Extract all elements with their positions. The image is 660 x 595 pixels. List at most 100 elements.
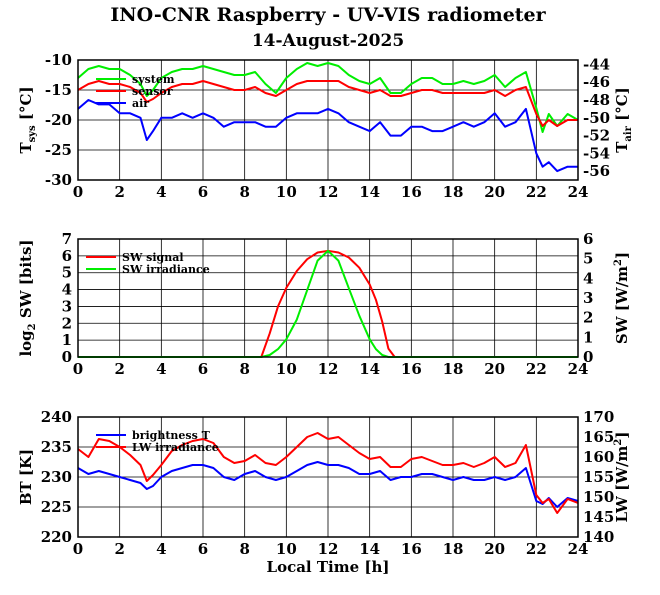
y2-tick-label: 4 [583,269,593,287]
y-tick-label: -15 [45,81,72,99]
y2-tick-label: 2 [583,309,593,327]
plot-frame [77,416,579,538]
x-tick-label: 8 [239,360,249,378]
y2-tick-label: -44 [583,55,610,73]
series-line-2 [77,432,579,514]
x-tick-label: 4 [156,183,166,201]
legend: brightness TLW irradiance [96,429,219,454]
y2-axis-label: Tair [°C] [613,87,634,153]
y2-tick-label: 155 [583,468,614,486]
series-line-3 [77,99,578,173]
y-tick-label: 7 [62,230,72,248]
x-tick-label: 0 [73,360,83,378]
legend-label: brightness T [132,429,211,442]
x-tick-label: 24 [568,183,589,201]
y2-tick-label: -56 [583,162,610,180]
y2-tick-label: 140 [583,528,614,546]
x-tick-label: 20 [484,183,505,201]
y-tick-label: 0 [62,348,72,366]
x-tick-label: 18 [443,360,464,378]
y-tick-label: 2 [62,314,72,332]
y2-tick-label: 0 [583,348,593,366]
y2-tick-label: 150 [583,488,614,506]
series-line-1 [77,461,579,508]
legend-label: sensor [132,85,173,98]
y-tick-label: -20 [45,111,72,129]
x-tick-label: 10 [276,540,297,558]
x-tick-label: 16 [401,540,422,558]
x-tick-label: 2 [114,183,124,201]
y-tick-label: -30 [45,171,72,189]
x-tick-label: 14 [359,183,380,201]
y2-tick-label: -48 [583,91,610,109]
x-tick-label: 4 [156,540,166,558]
x-tick-label: 22 [526,183,547,201]
x-tick-label: 10 [276,360,297,378]
chart-panel-2: 0 2 4 6 8 10 12 14 16 18 20 22 24012345670123456log2… [17,230,631,378]
x-tick-label: 22 [526,540,547,558]
x-tick-label: 6 [198,540,208,558]
y2-tick-label: 160 [583,448,614,466]
series-line-2 [77,80,578,127]
series-line-1 [78,249,578,358]
x-tick-label: 0 [73,540,83,558]
y-tick-label: 4 [62,281,72,299]
x-tick-label: 14 [359,540,380,558]
x-tick-label: 8 [239,540,249,558]
x-tick-label: 8 [239,183,249,201]
plot-frame [77,238,579,358]
y2-tick-label: -54 [583,144,610,162]
x-axis-label: Local Time [h] [267,558,390,576]
y2-tick-label: 3 [583,289,593,307]
y-tick-label: 225 [41,498,72,516]
legend-label: LW irradiance [132,441,219,454]
legend-label: SW irradiance [122,263,210,276]
y2-tick-label: 5 [583,250,593,268]
y-tick-label: 3 [62,297,72,315]
y-tick-label: 240 [41,408,72,426]
x-tick-label: 18 [443,183,464,201]
chart-panel-1: 0 2 4 6 8 10 12 14 16 18 20 22 24-30-25-20-15-10-56-… [17,51,634,201]
y-tick-label: 1 [62,331,72,349]
x-tick-label: 2 [114,540,124,558]
x-tick-label: 12 [318,183,339,201]
y2-tick-label: 165 [583,428,614,446]
x-tick-label: 2 [114,360,124,378]
y-tick-label: 6 [62,247,72,265]
y2-tick-label: 1 [583,328,593,346]
y-axis-label: Tsys [°C] [17,86,38,153]
x-tick-label: 0 [73,183,83,201]
x-tick-label: 4 [156,360,166,378]
x-tick-label: 6 [198,183,208,201]
x-tick-label: 22 [526,360,547,378]
y2-tick-label: -50 [583,109,610,127]
x-tick-label: 16 [401,360,422,378]
x-tick-label: 24 [568,360,589,378]
chart-panel-3: 0 2 4 6 8 10 12 14 16 18 20 22 242202252302352401401… [17,408,631,576]
y-axis-label: BT [K] [17,449,35,505]
y2-axis-label: SW [W/m2] [613,252,631,344]
legend-label: system [132,73,175,86]
y-axis-label: log2 SW [bits] [17,239,38,356]
x-tick-label: 16 [401,183,422,201]
y-tick-label: 235 [41,438,72,456]
x-tick-label: 10 [276,183,297,201]
x-tick-label: 14 [359,360,380,378]
x-tick-label: 12 [318,540,339,558]
y2-tick-label: -46 [583,73,610,91]
y2-tick-label: 6 [583,230,593,248]
y-tick-label: -10 [45,51,72,69]
figure-subtitle: 14-August-2025 [252,31,404,51]
series-line-2 [78,249,578,358]
y2-tick-label: -52 [583,127,610,145]
figure-title: INO-CNR Raspberry - UV-VIS radiometer [110,4,546,26]
series-line-1 [77,62,579,133]
y2-tick-label: 170 [583,408,614,426]
legend-label: air [132,97,149,110]
y2-tick-label: 145 [583,508,614,526]
x-tick-label: 18 [443,540,464,558]
legend-label: SW signal [122,251,184,264]
